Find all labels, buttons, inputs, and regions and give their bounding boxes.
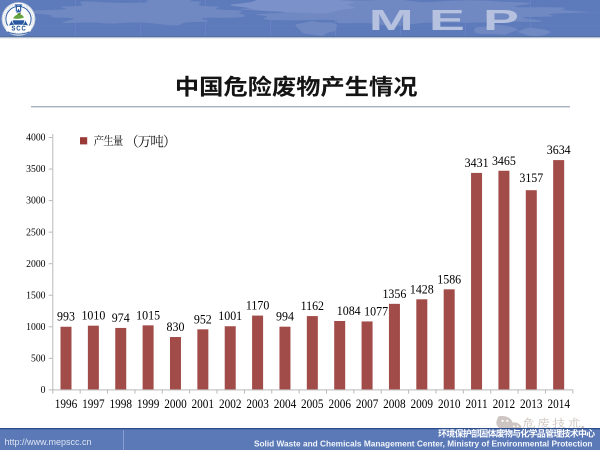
svg-text:Solid Waste and Chemicals Mana: Solid Waste and Chemicals Management Cen… xyxy=(254,438,593,448)
svg-text:3465: 3465 xyxy=(492,153,516,168)
svg-text:3500: 3500 xyxy=(26,164,45,176)
svg-text:1010: 1010 xyxy=(81,308,105,323)
svg-text:1428: 1428 xyxy=(410,282,434,297)
svg-text:2012: 2012 xyxy=(493,396,516,411)
svg-text:3000: 3000 xyxy=(26,195,45,207)
svg-text:1996: 1996 xyxy=(55,396,78,411)
svg-text:3634: 3634 xyxy=(547,143,572,158)
svg-text:2008: 2008 xyxy=(383,396,406,411)
svg-text:0: 0 xyxy=(41,385,46,397)
svg-text:1015: 1015 xyxy=(136,308,160,323)
svg-text:P: P xyxy=(483,4,519,36)
svg-text:1997: 1997 xyxy=(82,396,105,411)
svg-text:1162: 1162 xyxy=(301,299,324,314)
svg-text:1500: 1500 xyxy=(26,290,45,302)
svg-text:830: 830 xyxy=(167,320,185,335)
svg-text:3157: 3157 xyxy=(519,171,543,186)
svg-text:4000: 4000 xyxy=(26,132,45,144)
svg-text:2002: 2002 xyxy=(219,396,242,411)
svg-text:994: 994 xyxy=(276,309,295,324)
svg-text:2000: 2000 xyxy=(26,258,45,270)
svg-text:E: E xyxy=(429,4,465,36)
svg-text:1586: 1586 xyxy=(437,272,461,287)
svg-text:2007: 2007 xyxy=(356,396,379,411)
svg-text:2500: 2500 xyxy=(26,227,45,239)
svg-text:1170: 1170 xyxy=(246,298,269,313)
svg-text:1077: 1077 xyxy=(364,304,388,319)
svg-text:2000: 2000 xyxy=(164,396,187,411)
svg-text:1356: 1356 xyxy=(382,286,406,301)
svg-text:2014: 2014 xyxy=(547,396,570,411)
svg-text:952: 952 xyxy=(194,312,212,327)
svg-text:2004: 2004 xyxy=(274,396,297,411)
svg-text:2006: 2006 xyxy=(328,396,351,411)
svg-text:1000: 1000 xyxy=(26,321,45,333)
svg-text:1998: 1998 xyxy=(109,396,132,411)
svg-text:3431: 3431 xyxy=(465,155,489,170)
svg-text:2001: 2001 xyxy=(192,396,215,411)
svg-text:2005: 2005 xyxy=(301,396,324,411)
svg-text:1999: 1999 xyxy=(137,396,160,411)
svg-text:2011: 2011 xyxy=(466,396,488,411)
svg-text:500: 500 xyxy=(31,353,46,365)
svg-text:2003: 2003 xyxy=(246,396,269,411)
svg-text:993: 993 xyxy=(57,309,75,324)
svg-text:974: 974 xyxy=(112,310,131,325)
svg-text:2009: 2009 xyxy=(411,396,434,411)
svg-text:M: M xyxy=(369,4,414,36)
svg-text:1084: 1084 xyxy=(337,304,362,319)
svg-text:2010: 2010 xyxy=(438,396,461,411)
svg-text:2013: 2013 xyxy=(520,396,543,411)
svg-text:http://www.mepscc.cn: http://www.mepscc.cn xyxy=(5,437,92,447)
svg-text:1001: 1001 xyxy=(218,309,242,324)
